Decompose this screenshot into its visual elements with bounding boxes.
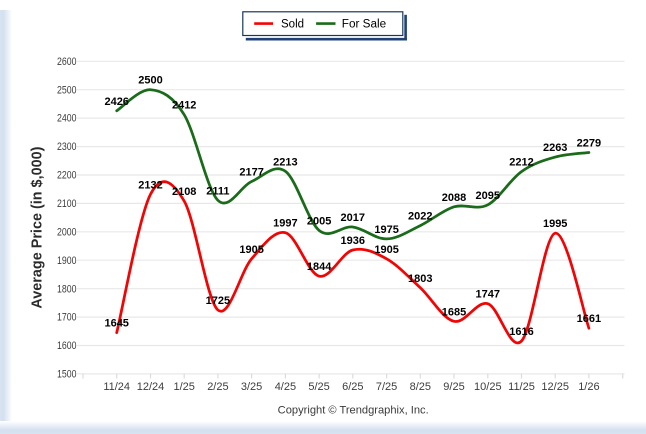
svg-text:10/25: 10/25	[474, 381, 502, 393]
svg-text:1995: 1995	[543, 218, 567, 230]
svg-text:1905: 1905	[239, 244, 263, 256]
svg-text:12/24: 12/24	[137, 381, 165, 393]
svg-text:1800: 1800	[57, 283, 77, 295]
svg-text:5/25: 5/25	[308, 381, 329, 393]
svg-text:1685: 1685	[442, 306, 466, 318]
svg-text:1/25: 1/25	[173, 381, 194, 393]
svg-text:For Sale: For Sale	[342, 19, 386, 31]
svg-text:1975: 1975	[374, 224, 398, 236]
svg-text:2426: 2426	[104, 96, 128, 108]
svg-text:1500: 1500	[57, 369, 77, 381]
svg-text:9/25: 9/25	[443, 381, 464, 393]
svg-text:2400: 2400	[57, 113, 77, 125]
svg-text:1997: 1997	[273, 218, 297, 230]
svg-text:1616: 1616	[509, 326, 533, 338]
svg-text:1900: 1900	[57, 255, 77, 267]
svg-text:1725: 1725	[206, 295, 230, 307]
svg-text:1905: 1905	[374, 244, 398, 256]
svg-text:2279: 2279	[577, 138, 601, 150]
svg-text:2300: 2300	[57, 141, 77, 153]
svg-text:2108: 2108	[172, 186, 196, 198]
svg-text:2/25: 2/25	[207, 381, 228, 393]
svg-text:2200: 2200	[57, 170, 77, 182]
svg-text:1844: 1844	[307, 261, 332, 273]
svg-text:1700: 1700	[57, 312, 77, 324]
svg-text:Copyright © Trendgraphix, Inc.: Copyright © Trendgraphix, Inc.	[278, 405, 429, 417]
svg-text:2095: 2095	[476, 190, 500, 202]
svg-text:2177: 2177	[239, 167, 263, 179]
svg-text:2017: 2017	[341, 212, 365, 224]
svg-text:8/25: 8/25	[410, 381, 431, 393]
svg-text:2000: 2000	[57, 226, 77, 238]
svg-text:2600: 2600	[57, 56, 77, 68]
svg-text:Average Price (in $,000): Average Price (in $,000)	[29, 146, 45, 308]
svg-text:6/25: 6/25	[342, 381, 363, 393]
svg-text:2005: 2005	[307, 215, 331, 227]
svg-text:2100: 2100	[57, 198, 77, 210]
svg-text:2132: 2132	[138, 179, 162, 191]
svg-text:11/25: 11/25	[508, 381, 535, 393]
svg-text:7/25: 7/25	[376, 381, 397, 393]
svg-text:2022: 2022	[408, 211, 432, 223]
svg-text:2213: 2213	[273, 156, 297, 168]
svg-text:2263: 2263	[543, 142, 567, 154]
svg-text:Sold: Sold	[281, 19, 304, 31]
svg-text:1645: 1645	[104, 318, 128, 330]
svg-text:1936: 1936	[341, 235, 365, 247]
svg-text:3/25: 3/25	[241, 381, 262, 393]
svg-text:2111: 2111	[206, 185, 229, 197]
svg-text:1661: 1661	[577, 313, 601, 325]
svg-text:2500: 2500	[57, 84, 77, 96]
svg-text:1803: 1803	[408, 273, 432, 285]
svg-text:2088: 2088	[442, 192, 466, 204]
svg-text:12/25: 12/25	[541, 381, 569, 393]
svg-text:1600: 1600	[57, 340, 77, 352]
svg-text:2412: 2412	[172, 100, 196, 112]
svg-text:2212: 2212	[509, 157, 533, 169]
svg-text:11/24: 11/24	[103, 381, 130, 393]
svg-text:1747: 1747	[476, 289, 500, 301]
svg-text:4/25: 4/25	[275, 381, 296, 393]
svg-text:2500: 2500	[138, 75, 162, 87]
svg-text:1/26: 1/26	[578, 381, 599, 393]
